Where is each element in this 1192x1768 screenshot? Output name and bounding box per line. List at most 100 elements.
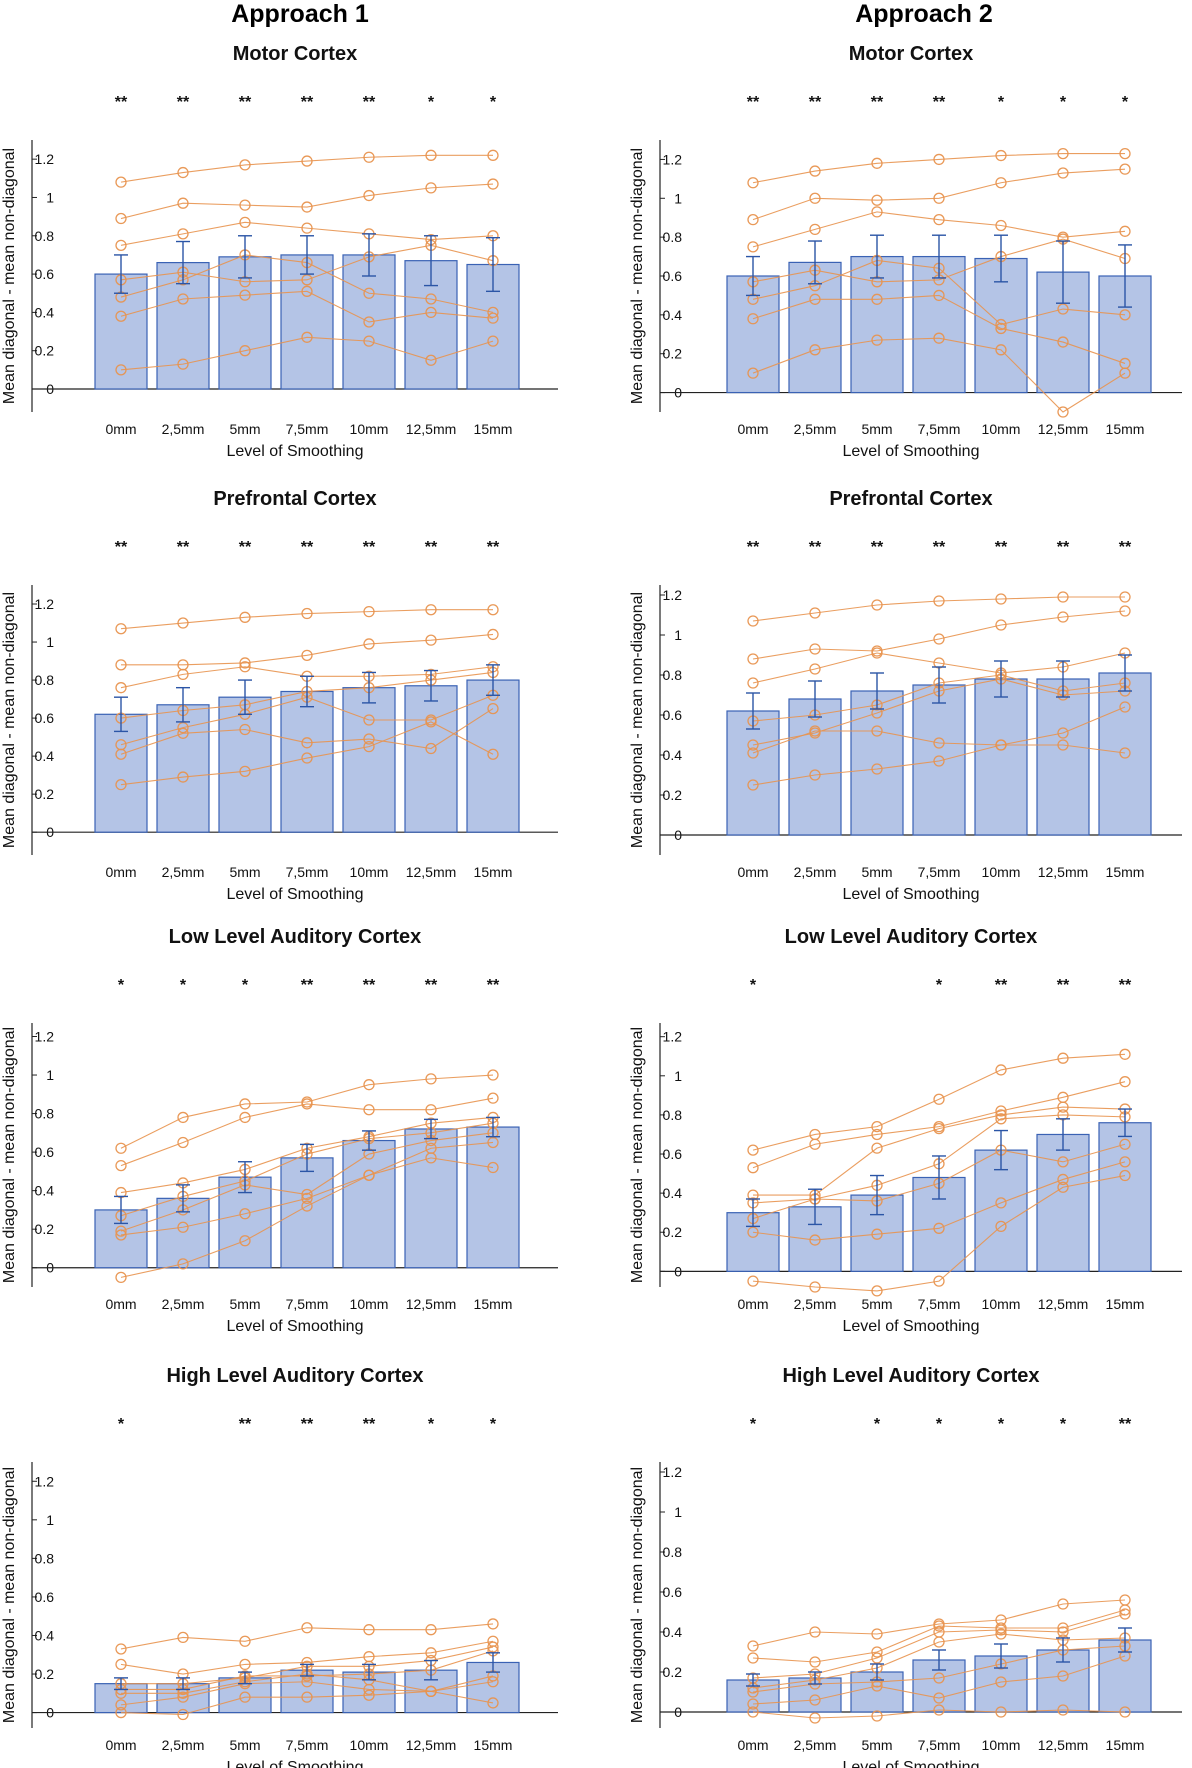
subject-point (871, 293, 883, 305)
x-tick-label: 15mm (474, 1296, 513, 1312)
subject-point (1057, 1173, 1069, 1186)
subject-point (871, 1646, 883, 1658)
x-tick-label: 7,5mm (286, 1296, 329, 1312)
subject-point (363, 1079, 375, 1091)
subject-point (115, 176, 127, 188)
significance-marker: ** (425, 977, 438, 994)
subject-point (115, 623, 127, 635)
x-tick-label: 5mm (229, 421, 260, 437)
y-tick-label: 1.2 (663, 1029, 683, 1045)
subject-line (752, 744, 1126, 786)
y-tick-label: 1 (674, 190, 682, 206)
subject-point (747, 1652, 759, 1664)
subject-point (933, 755, 945, 767)
subject-point (933, 1222, 945, 1234)
significance-marker: ** (995, 977, 1008, 994)
significance-marker: * (1122, 94, 1129, 111)
subject-point (995, 1676, 1007, 1688)
subject-point (487, 335, 499, 347)
subject-point (809, 643, 821, 655)
x-axis-label: Level of Smoothing (227, 886, 364, 903)
subject-point (871, 194, 883, 206)
subject-point (363, 335, 375, 347)
subject-point (425, 1647, 437, 1659)
x-axis-label: Level of Smoothing (227, 443, 364, 460)
subject-point (363, 1683, 375, 1696)
bar (342, 1139, 396, 1269)
subject-point (425, 716, 437, 728)
subject-point (1057, 1598, 1069, 1610)
x-tick-label: 12,5mm (406, 1296, 457, 1312)
x-tick-label: 5mm (861, 421, 892, 437)
y-tick-label: 0.6 (663, 1146, 683, 1162)
subject-point (487, 702, 499, 715)
x-tick-label: 15mm (1106, 1737, 1145, 1753)
x-tick-label: 5mm (861, 1737, 892, 1753)
subject-point (871, 157, 883, 169)
x-tick-label: 2,5mm (162, 1737, 205, 1753)
subject-point (995, 1113, 1007, 1125)
x-tick-label: 15mm (474, 1737, 513, 1753)
subject-point (871, 1128, 883, 1141)
y-tick-label: 0.6 (35, 1144, 55, 1160)
subject-point (747, 1275, 759, 1287)
subject-point (115, 1225, 127, 1237)
bar (156, 704, 210, 833)
subject-point (1119, 747, 1131, 759)
subject-point (115, 682, 127, 694)
subject-point (933, 332, 945, 344)
subject-point (747, 739, 759, 751)
x-tick-label: 15mm (1106, 864, 1145, 880)
subject-point (1057, 1622, 1069, 1634)
subject-point (239, 657, 251, 669)
subject-point (301, 222, 313, 234)
subject-point (995, 1628, 1007, 1640)
subject-point (425, 634, 437, 646)
subject-point (177, 771, 189, 783)
bar (1098, 672, 1152, 836)
significance-marker: ** (487, 539, 500, 556)
subject-point (809, 607, 821, 619)
x-tick-label: 5mm (229, 1737, 260, 1753)
significance-marker: * (428, 1416, 435, 1433)
bar (912, 684, 966, 836)
subject-point (425, 1152, 437, 1164)
subject-point (301, 607, 313, 620)
subject-point (487, 628, 499, 641)
subject-point (487, 1676, 499, 1688)
significance-marker: * (118, 1416, 125, 1433)
significance-marker: ** (1119, 1416, 1132, 1433)
subject-point (809, 192, 821, 204)
y-tick-label: 0.4 (35, 1183, 55, 1199)
subject-point (809, 1712, 821, 1724)
subject-point (1057, 1181, 1069, 1193)
subject-point (239, 1691, 251, 1703)
subject-point (177, 166, 189, 179)
subject-point (115, 310, 127, 322)
subject-point (995, 219, 1007, 232)
x-axis-label: Level of Smoothing (843, 443, 980, 460)
x-tick-label: 10mm (982, 1737, 1021, 1753)
subject-point (995, 322, 1007, 335)
bar (404, 1128, 458, 1269)
x-tick-label: 12,5mm (406, 421, 457, 437)
subject-point (363, 740, 375, 753)
x-tick-label: 15mm (1106, 421, 1145, 437)
x-axis-label: Level of Smoothing (843, 1318, 980, 1335)
significance-marker: ** (1119, 539, 1132, 556)
subject-point (1119, 1048, 1131, 1060)
y-tick-label: 0.2 (663, 1224, 683, 1240)
subject-point (747, 241, 759, 253)
subject-point (301, 1622, 313, 1634)
x-tick-label: 12,5mm (406, 1737, 457, 1753)
subject-point (177, 1221, 189, 1233)
subject-point (177, 228, 189, 240)
bar (466, 679, 520, 833)
subject-point (115, 1658, 127, 1671)
subject-point (747, 177, 759, 189)
subject-point (487, 748, 499, 760)
approach-2-header: Approach 2 (855, 0, 993, 28)
subject-point (301, 1676, 313, 1688)
subject-line (120, 1690, 494, 1716)
